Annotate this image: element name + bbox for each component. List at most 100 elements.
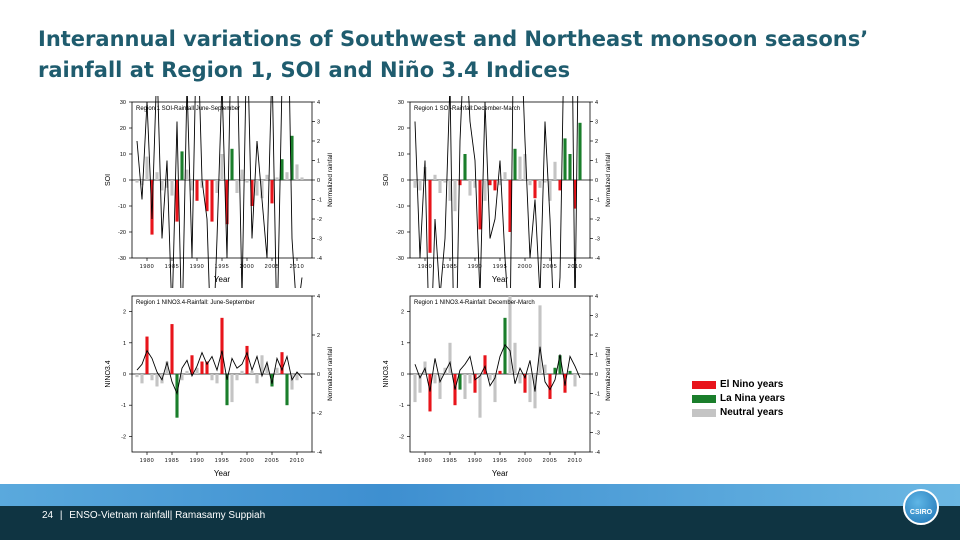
bar-1982 bbox=[433, 374, 437, 384]
y2-tick-label: 2 bbox=[317, 333, 320, 339]
bar-2001 bbox=[250, 370, 254, 374]
bar-1984 bbox=[165, 361, 169, 374]
y2-tick-label: 0 bbox=[595, 372, 598, 378]
x-tick-label: 2005 bbox=[543, 264, 558, 270]
page-title: Interannual variations of Southwest and … bbox=[38, 27, 869, 82]
y-tick-label: 2 bbox=[123, 310, 126, 316]
bar-2000 bbox=[245, 345, 249, 374]
x-tick-label: 2010 bbox=[290, 264, 305, 270]
legend-label-lanina: La Nina years bbox=[720, 393, 786, 404]
y-axis-label: SOI bbox=[105, 174, 112, 186]
y2-tick-label: -2 bbox=[317, 217, 322, 223]
x-tick-label: 2010 bbox=[290, 458, 305, 464]
x-tick-label: 1995 bbox=[493, 458, 508, 464]
bar-2001 bbox=[250, 180, 254, 206]
y-tick-label: 10 bbox=[120, 152, 126, 158]
y2-axis-label: Normalized rainfall bbox=[605, 153, 612, 207]
bar-1982 bbox=[433, 174, 437, 180]
bar-2003 bbox=[538, 305, 542, 374]
bar-1984 bbox=[443, 180, 447, 183]
bar-1987 bbox=[180, 151, 184, 180]
rainfall-line bbox=[136, 96, 303, 288]
y2-axis-label: Normalized rainfall bbox=[605, 347, 612, 401]
bar-1991 bbox=[200, 361, 204, 374]
x-tick-label: 1985 bbox=[443, 264, 458, 270]
y-tick-label: 0 bbox=[123, 178, 126, 184]
bar-1978 bbox=[135, 180, 139, 183]
y-tick-label: -30 bbox=[396, 256, 404, 262]
legend-label-neutral: Neutral years bbox=[720, 407, 784, 418]
bar-2009 bbox=[568, 154, 572, 180]
bar-1984 bbox=[443, 367, 447, 374]
bar-1988 bbox=[185, 370, 189, 374]
y2-tick-label: 2 bbox=[595, 139, 598, 145]
bar-1997 bbox=[230, 374, 234, 403]
chart-title: Region 1 NINO3.4-Rainfall: December-Marc… bbox=[414, 300, 535, 306]
bar-2011 bbox=[578, 374, 582, 375]
x-tick-label: 1985 bbox=[165, 458, 180, 464]
bar-1980 bbox=[145, 156, 149, 180]
bar-1998 bbox=[235, 180, 239, 193]
bar-2009 bbox=[290, 135, 294, 180]
rainfall-line bbox=[414, 96, 579, 288]
legend-swatch-neutral bbox=[692, 408, 716, 417]
bar-1988 bbox=[463, 154, 467, 180]
bar-1993 bbox=[210, 374, 214, 381]
bar-1981 bbox=[150, 374, 154, 381]
bar-1996 bbox=[225, 374, 229, 406]
x-tick-label: 1990 bbox=[468, 458, 483, 464]
y-tick-label: 30 bbox=[120, 100, 126, 106]
y2-tick-label: 4 bbox=[317, 100, 320, 106]
y2-tick-label: -2 bbox=[595, 217, 600, 223]
x-tick-label: 1995 bbox=[215, 264, 230, 270]
bar-2010 bbox=[573, 180, 577, 209]
y-tick-label: -1 bbox=[399, 403, 404, 409]
bar-1999 bbox=[518, 374, 522, 384]
chart-title: Region 1 SOI-Rainfall:June-September bbox=[136, 106, 240, 112]
y2-tick-label: -4 bbox=[595, 256, 600, 262]
bar-2000 bbox=[523, 154, 527, 180]
footer-bar bbox=[0, 506, 960, 540]
bar-1989 bbox=[190, 355, 194, 374]
bar-2008 bbox=[563, 138, 567, 180]
x-tick-label: 1980 bbox=[140, 264, 155, 270]
bar-1981 bbox=[428, 180, 432, 253]
y2-tick-label: -1 bbox=[317, 198, 322, 204]
x-tick-label: 2000 bbox=[240, 458, 255, 464]
bar-1993 bbox=[488, 180, 492, 186]
y2-tick-label: -2 bbox=[317, 411, 322, 417]
bar-1995 bbox=[498, 180, 502, 186]
bar-1997 bbox=[230, 148, 234, 180]
bar-2007 bbox=[280, 352, 284, 374]
bar-2002 bbox=[533, 180, 537, 199]
bar-1990 bbox=[473, 180, 477, 188]
bar-2006 bbox=[275, 367, 279, 374]
chart-soi-december-march: 30 20 10 0 -10 -20 -30 4 3 2 1 0 -1 -2 -3 -4 1980 1985 199… bbox=[370, 96, 630, 288]
footer-band bbox=[0, 484, 960, 506]
bar-2000 bbox=[245, 180, 249, 183]
bar-1985 bbox=[448, 180, 452, 201]
y-tick-label: -2 bbox=[399, 434, 404, 440]
bar-1990 bbox=[195, 367, 199, 374]
x-tick-label: 2010 bbox=[568, 458, 583, 464]
x-tick-label: 1980 bbox=[418, 264, 433, 270]
bar-1995 bbox=[220, 317, 224, 374]
bar-1984 bbox=[165, 180, 169, 188]
page-number: 24 bbox=[42, 510, 54, 521]
legend-swatch-elnino bbox=[692, 380, 716, 389]
bar-1992 bbox=[483, 180, 487, 201]
bar-1993 bbox=[210, 180, 214, 222]
bar-1999 bbox=[518, 156, 522, 180]
y2-tick-label: -4 bbox=[317, 450, 322, 456]
y2-tick-label: 3 bbox=[595, 314, 598, 320]
y-tick-label: 10 bbox=[398, 152, 404, 158]
x-tick-label: 1985 bbox=[165, 264, 180, 270]
y2-tick-label: -2 bbox=[595, 411, 600, 417]
footer: 24 | ENSO-Vietnam rainfall| Ramasamy Sup… bbox=[42, 510, 265, 521]
bar-2008 bbox=[285, 172, 289, 180]
bar-1997 bbox=[508, 296, 512, 374]
bar-1987 bbox=[458, 374, 462, 390]
y2-tick-label: -1 bbox=[595, 392, 600, 398]
bar-1993 bbox=[488, 374, 492, 381]
